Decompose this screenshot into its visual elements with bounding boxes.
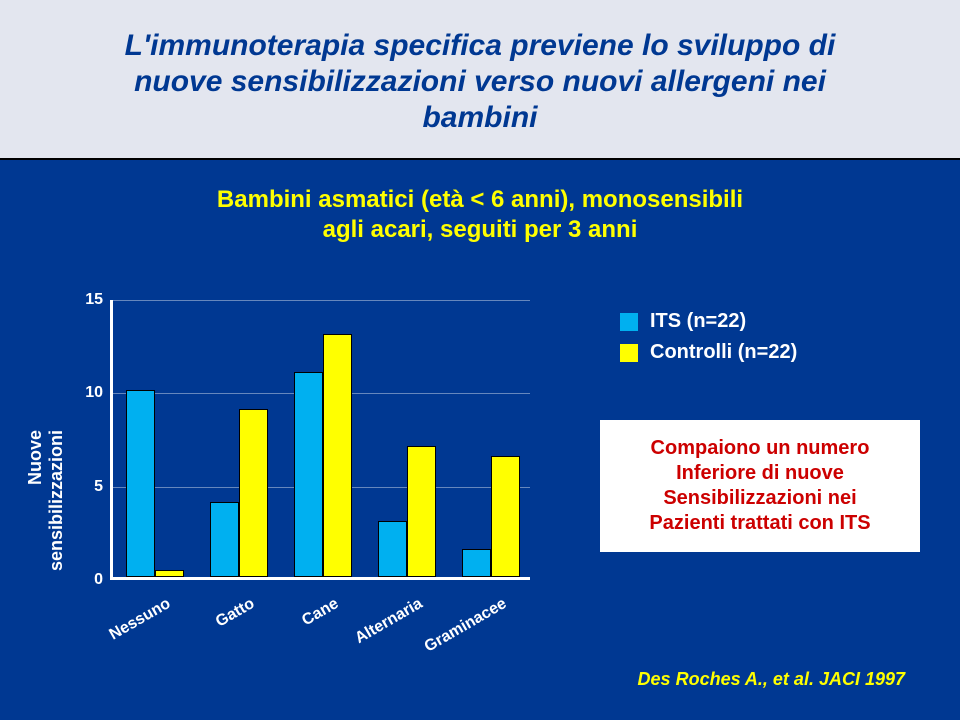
x-tick-label: Nessuno — [165, 595, 174, 611]
bar — [126, 390, 155, 577]
title-line-3: bambini — [422, 101, 537, 134]
x-tick-label: Alternaria — [417, 595, 426, 611]
legend: ITS (n=22) Controlli (n=22) — [620, 310, 900, 372]
page-title: L'immunoterapia specifica previene lo sv… — [30, 28, 930, 136]
y-tick-label: 0 — [94, 571, 113, 589]
legend-item: Controlli (n=22) — [620, 341, 900, 364]
title-box: L'immunoterapia specifica previene lo sv… — [0, 0, 960, 160]
x-tick-label: Graminacee — [501, 595, 510, 611]
note-line-1: Compaiono un numero — [651, 437, 870, 459]
plot-area: 051015 — [110, 300, 530, 580]
bar — [378, 521, 407, 577]
note-text: Compaiono un numero Inferiore di nuove S… — [612, 436, 908, 536]
gridline — [113, 300, 530, 301]
bar-chart: Nuove sensibilizzazioni 051015 NessunoGa… — [60, 300, 560, 670]
legend-swatch-controlli — [620, 344, 638, 362]
legend-swatch-its — [620, 313, 638, 331]
bar — [155, 570, 184, 577]
bar — [462, 549, 491, 577]
y-tick-label: 10 — [85, 384, 113, 402]
citation: Des Roches A., et al. JACI 1997 — [638, 669, 905, 690]
legend-label-controlli: Controlli (n=22) — [650, 341, 797, 364]
title-line-2: nuove sensibilizzazioni verso nuovi alle… — [134, 65, 826, 98]
x-tick-label: Cane — [333, 595, 342, 611]
bar — [407, 446, 436, 577]
bar — [323, 334, 352, 577]
bar — [491, 456, 520, 577]
bar — [210, 502, 239, 577]
bar — [294, 372, 323, 577]
title-line-1: L'immunoterapia specifica previene lo sv… — [125, 29, 836, 62]
ylabel-line-2: sensibilizzazioni — [46, 430, 67, 571]
subtitle-line-1: Bambini asmatici (età < 6 anni), monosen… — [217, 186, 743, 213]
y-tick-label: 15 — [85, 291, 113, 309]
legend-item: ITS (n=22) — [620, 310, 900, 333]
note-line-4: Pazienti trattati con ITS — [649, 512, 870, 534]
note-box: Compaiono un numero Inferiore di nuove S… — [600, 420, 920, 552]
subtitle-line-2: agli acari, seguiti per 3 anni — [323, 216, 638, 243]
legend-label-its: ITS (n=22) — [650, 310, 746, 333]
bar — [239, 409, 268, 577]
ylabel-line-1: Nuove — [25, 430, 46, 485]
note-line-3: Sensibilizzazioni nei — [663, 487, 856, 509]
x-tick-label: Gatto — [249, 595, 258, 611]
y-tick-label: 5 — [94, 478, 113, 496]
subtitle: Bambini asmatici (età < 6 anni), monosen… — [0, 185, 960, 245]
note-line-2: Inferiore di nuove — [676, 462, 844, 484]
